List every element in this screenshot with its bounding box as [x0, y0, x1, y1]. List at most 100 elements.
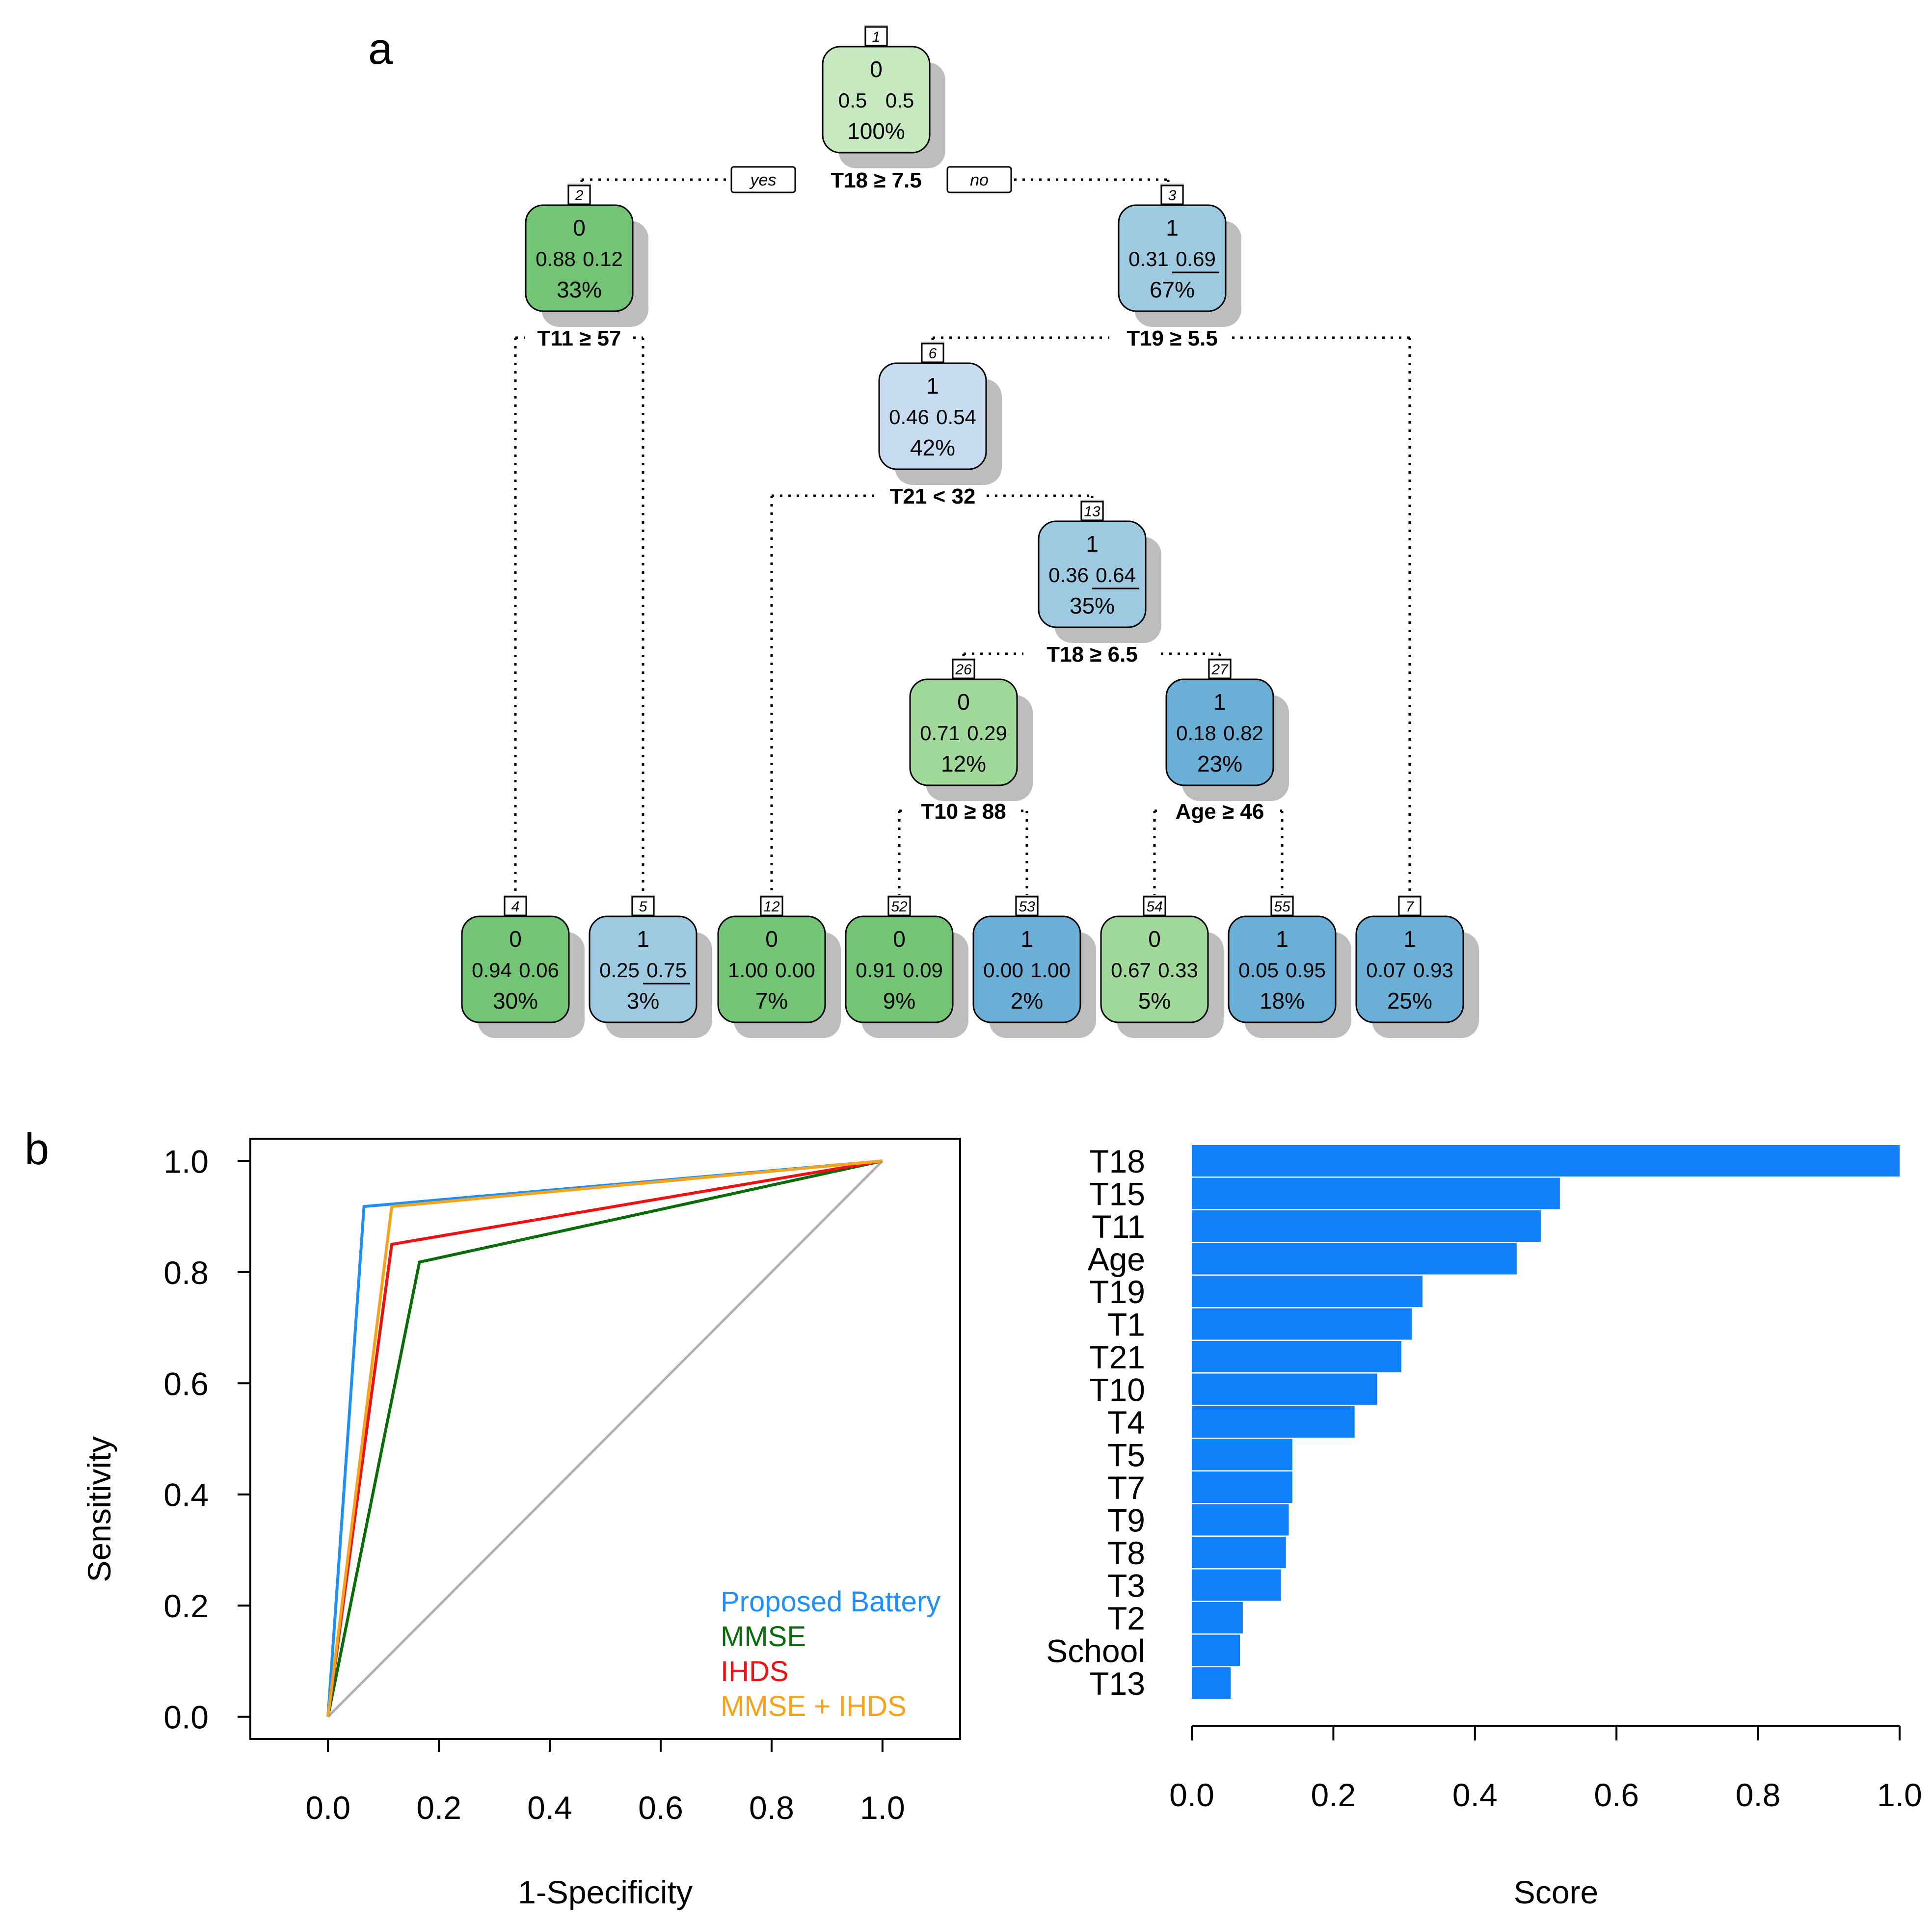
node-id: 2 — [575, 187, 584, 204]
split-label-node-3: T19 ≥ 5.5 — [1127, 326, 1218, 350]
node-prob-1: 1.00 — [1030, 959, 1071, 982]
node-class: 0 — [893, 926, 906, 952]
split-label-node-26: T10 ≥ 88 — [921, 800, 1006, 824]
importance-category-label: T11 — [1092, 1208, 1145, 1245]
importance-bar-T11 — [1192, 1210, 1541, 1242]
roc-chart: 0.0 0.2 0.4 0.6 0.8 1.0 Sensitivity 0.0 0.2 0.4 0.… — [81, 1138, 961, 1910]
node-class: 0 — [1148, 926, 1161, 952]
roc-x-tick-label: 0.4 — [527, 1790, 572, 1826]
node-box — [461, 915, 570, 1023]
node-prob-0: 0.05 — [1238, 959, 1279, 982]
importance-bar-T4 — [1192, 1406, 1355, 1438]
node-prob-0: 0.07 — [1366, 959, 1406, 982]
split-label-node-1: T18 ≥ 7.5 — [831, 168, 922, 192]
roc-y-tick-label: 0.2 — [163, 1588, 209, 1624]
node-tag — [887, 896, 911, 916]
roc-reference-line — [327, 1160, 884, 1718]
node-prob-1: 0.29 — [967, 722, 1007, 745]
node-class: 1 — [1276, 926, 1288, 952]
node-id: 13 — [1084, 504, 1100, 520]
node-tag — [921, 343, 944, 363]
node-box — [1165, 678, 1274, 786]
roc-line-series-1 — [326, 1159, 883, 1717]
node-percent: 7% — [755, 988, 788, 1014]
node-box — [845, 915, 954, 1023]
tree-node-55: 55 1 0.05 0.95 18% — [1228, 895, 1351, 1038]
node-id: 5 — [639, 899, 647, 915]
node-class: 0 — [870, 56, 883, 82]
node-class: 1 — [1213, 689, 1226, 715]
node-prob-1: 0.33 — [1158, 959, 1198, 982]
node-percent: 3% — [627, 988, 659, 1014]
node-class: 1 — [1020, 926, 1033, 952]
node-id: 52 — [891, 899, 908, 915]
tree-node-2: 2 0 0.88 0.12 33% — [525, 184, 648, 327]
node-box — [972, 915, 1081, 1023]
node-class: 0 — [765, 926, 778, 952]
roc-y-tick-label: 0.0 — [163, 1699, 209, 1736]
roc-y-tick-label: 0.6 — [163, 1365, 209, 1402]
node-id: 54 — [1146, 899, 1162, 915]
node-tag — [1143, 896, 1166, 916]
node-id: 53 — [1019, 899, 1035, 915]
node-tag — [1080, 501, 1104, 521]
roc-y-tick-label: 1.0 — [163, 1143, 209, 1179]
roc-x-tick-label: 0.2 — [416, 1790, 461, 1826]
node-prob-1: 0.69 — [1176, 247, 1216, 270]
node-prob-1: 0.5 — [886, 89, 914, 112]
node-box — [822, 46, 931, 154]
node-percent: 30% — [493, 988, 538, 1014]
importance-x-tick-label: 0.8 — [1736, 1777, 1781, 1813]
tree-node-3: 3 1 0.31 0.69 67% — [1118, 184, 1241, 327]
importance-bar-T18 — [1192, 1145, 1900, 1176]
node-tag — [631, 896, 655, 916]
roc-legend-entry-3: MMSE + IHDS — [721, 1690, 907, 1722]
yes-label: yes — [750, 171, 777, 189]
node-box — [878, 362, 987, 470]
panel-label-b: b — [25, 1125, 49, 1174]
importance-bar-T7 — [1192, 1471, 1292, 1503]
importance-bar-School — [1192, 1634, 1240, 1666]
node-class: 1 — [637, 926, 649, 952]
node-id: 1 — [872, 29, 881, 45]
tree-node-52: 52 0 0.91 0.09 9% — [845, 895, 968, 1038]
no-label: no — [970, 171, 989, 189]
node-id: 27 — [1211, 662, 1229, 678]
node-class: 1 — [1166, 215, 1179, 241]
node-id: 55 — [1274, 899, 1290, 915]
node-id: 3 — [1168, 187, 1177, 204]
node-class: 1 — [1086, 531, 1099, 557]
tree-node-1: 1 00.5 0.5 100% — [822, 25, 945, 168]
node-percent: 23% — [1197, 751, 1242, 776]
node-tag — [1208, 659, 1232, 679]
node-percent: 12% — [941, 751, 986, 776]
node-box — [589, 915, 698, 1023]
importance-x-axis-label: Score — [1514, 1874, 1598, 1910]
roc-legend-entry-1: MMSE — [721, 1621, 806, 1653]
node-prob-1: 0.75 — [646, 959, 687, 982]
roc-x-tick-label: 0.0 — [305, 1790, 350, 1826]
importance-bar-T21 — [1192, 1341, 1401, 1372]
node-box — [909, 678, 1018, 786]
importance-bar-T2 — [1192, 1602, 1243, 1633]
node-prob-1: 0.64 — [1096, 563, 1136, 587]
node-prob-0: 0.5 — [838, 89, 867, 112]
node-tag — [567, 185, 591, 205]
roc-x-tick-label: 1.0 — [860, 1790, 905, 1826]
node-tag — [1160, 185, 1184, 205]
importance-category-label: T15 — [1089, 1176, 1145, 1212]
node-tag — [864, 26, 888, 47]
roc-y-axis-label: Sensitivity — [81, 1436, 117, 1582]
node-box — [1228, 915, 1337, 1023]
panel-label-a: a — [368, 25, 393, 74]
importance-bar-T9 — [1192, 1504, 1289, 1536]
importance-x-tick-label: 0.4 — [1452, 1777, 1498, 1813]
node-tag — [1270, 896, 1294, 916]
node-prob-1: 0.95 — [1286, 959, 1326, 982]
split-label-node-6: T21 < 32 — [890, 484, 976, 508]
node-prob-1: 0.12 — [583, 247, 623, 270]
node-prob-1: 0.54 — [936, 405, 976, 428]
importance-category-label: T7 — [1107, 1470, 1145, 1506]
importance-bar-T1 — [1192, 1308, 1412, 1340]
